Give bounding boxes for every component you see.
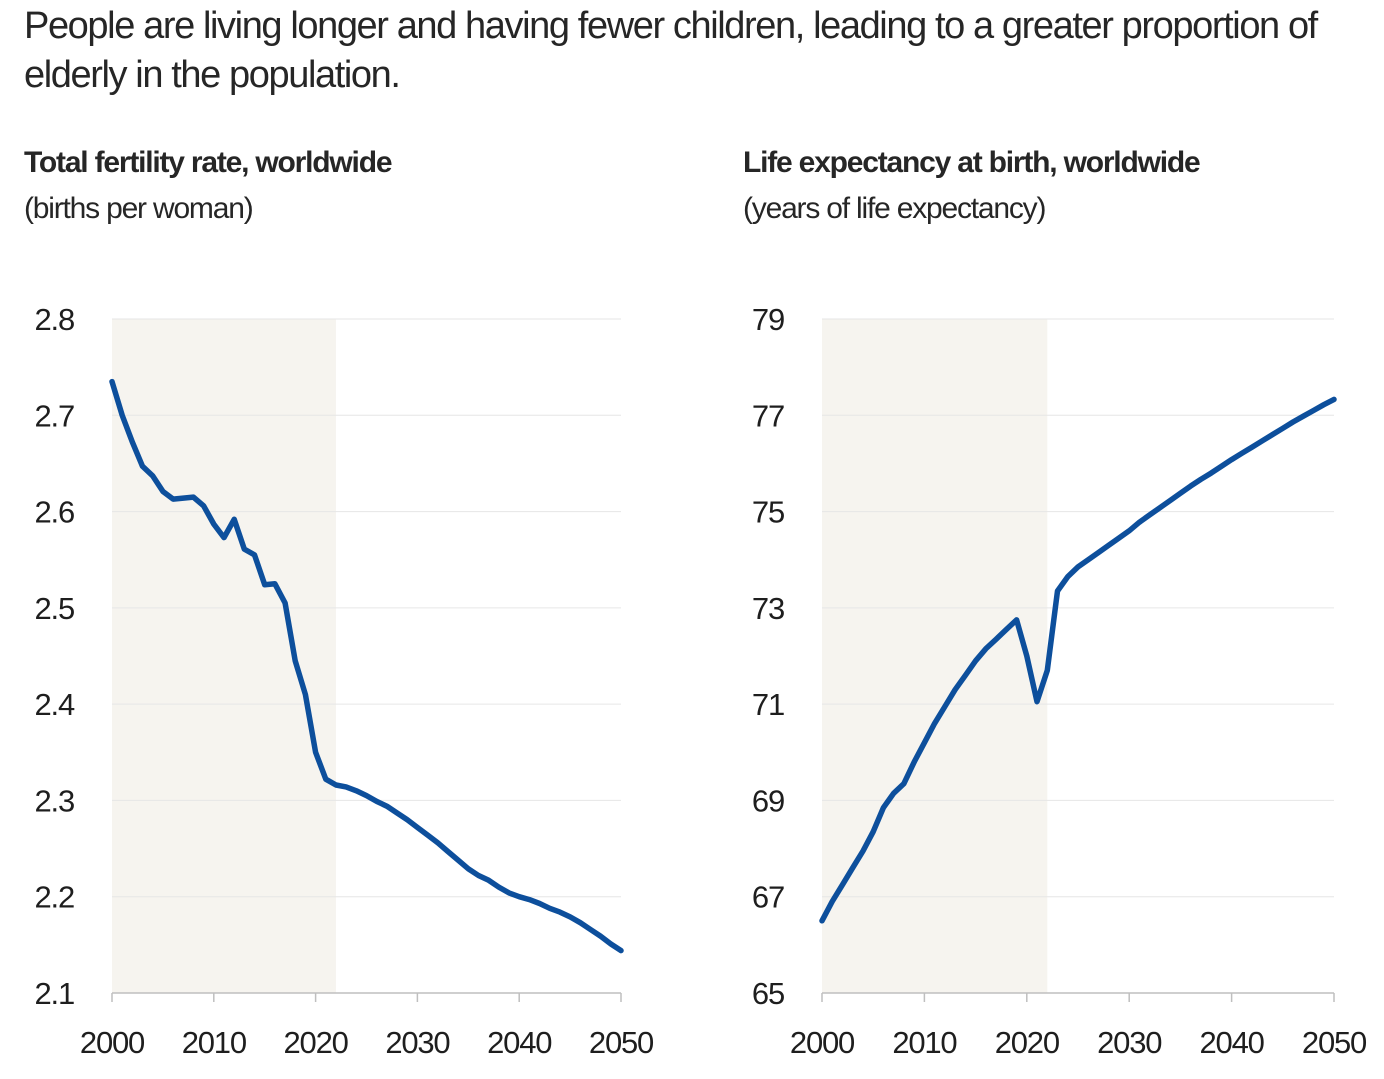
fertility-y-tick-label: 2.1 [35,976,75,1011]
life-y-tick-label: 71 [752,687,784,722]
fertility-series-line [109,378,624,954]
life-shaded-range [822,319,1048,993]
fertility-x-tick-label: 2000 [80,1025,145,1060]
fertility-x-tick-label: 2020 [284,1025,349,1060]
life-y-tick-label: 75 [752,495,784,530]
life-x-tick-label: 2050 [1302,1025,1367,1060]
life-y-tick-label: 65 [752,976,784,1011]
life-x-tick-label: 2030 [1097,1025,1162,1060]
fertility-y-tick-label: 2.3 [35,783,75,818]
life-chart-subtitle: (years of life expectancy) [743,192,1046,225]
fertility-y-tick-label: 2.4 [35,687,75,722]
fertility-x-tick-label: 2040 [487,1025,552,1060]
fertility-y-tick-label: 2.8 [35,302,75,337]
fertility-x-tick-label: 2050 [589,1025,654,1060]
fertility-y-tick-label: 2.7 [35,398,75,433]
life-y-tick-label: 79 [752,302,784,337]
life-x-tick-label: 2010 [892,1025,957,1060]
fertility-x-tick-label: 2030 [385,1025,450,1060]
headline: People are living longer and having fewe… [24,5,1318,96]
life-chart-title: Life expectancy at birth, worldwide [743,146,1201,179]
life-y-tick-label: 73 [752,591,784,626]
fertility-y-tick-label: 2.6 [35,495,75,530]
fertility-shaded-range [112,319,336,993]
fertility-chart-subtitle: (births per woman) [24,192,254,225]
life-y-tick-label: 69 [752,783,784,818]
life-series-line [819,396,1337,924]
life-y-tick-label: 77 [752,398,784,433]
life-x-tick-label: 2020 [995,1025,1060,1060]
fertility-chart-title: Total fertility rate, worldwide [24,146,393,179]
life-y-tick-label: 67 [752,880,784,915]
fertility-y-tick-label: 2.2 [35,880,75,915]
life-x-tick-label: 2040 [1200,1025,1265,1060]
life-x-tick-label: 2000 [790,1025,855,1060]
fertility-y-tick-label: 2.5 [35,591,75,626]
fertility-x-tick-label: 2010 [182,1025,247,1060]
